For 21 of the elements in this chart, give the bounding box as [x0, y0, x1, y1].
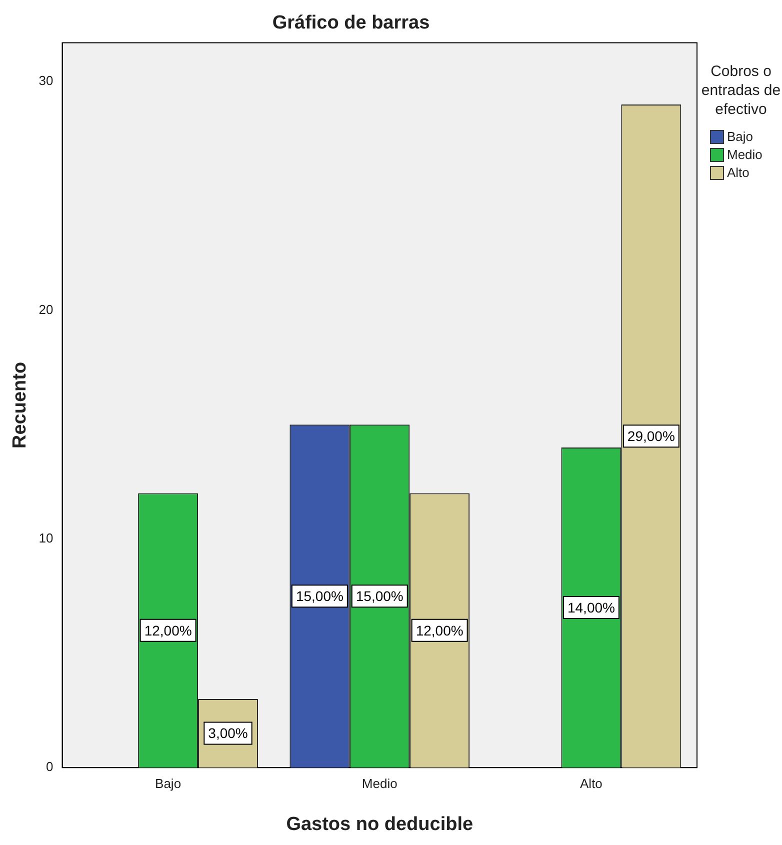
- legend-title: Cobros o entradas de efectivo: [700, 62, 782, 119]
- data-label: 12,00%: [416, 622, 464, 638]
- x-axis-title: Gastos no deducible: [286, 814, 474, 835]
- y-tick-label: 30: [38, 73, 54, 88]
- x-tick-label: Bajo: [155, 776, 182, 791]
- data-label: 3,00%: [208, 725, 248, 742]
- data-label: 14,00%: [567, 599, 615, 616]
- chart-title: Gráfico de barras: [272, 12, 430, 34]
- y-tick-label: 20: [38, 302, 54, 317]
- legend-label: Medio: [727, 147, 762, 162]
- y-axis-title: Recuento: [10, 362, 31, 448]
- data-label: 29,00%: [627, 428, 675, 444]
- data-label: 15,00%: [356, 588, 404, 604]
- y-tick-label: 10: [38, 530, 54, 546]
- legend-label: Alto: [727, 165, 750, 180]
- data-label: 15,00%: [296, 588, 344, 604]
- legend-label: Bajo: [727, 129, 754, 144]
- x-tick-label: Alto: [580, 776, 602, 791]
- y-tick-label: 0: [46, 759, 54, 774]
- data-label: 12,00%: [144, 622, 192, 638]
- x-tick-label: Medio: [362, 776, 398, 791]
